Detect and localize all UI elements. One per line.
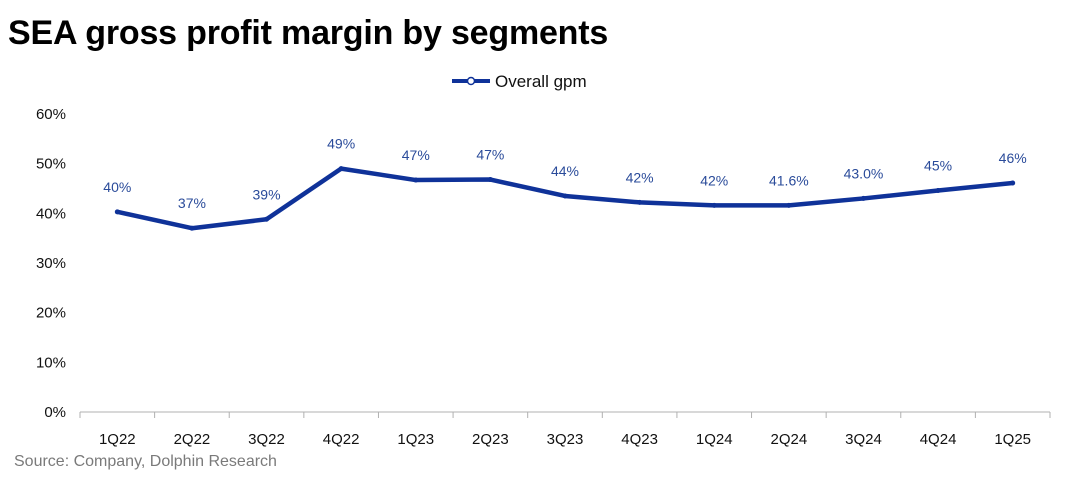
x-tick-label: 4Q22: [323, 431, 360, 448]
x-tick-label: 1Q23: [397, 431, 434, 448]
y-tick-label: 30%: [36, 255, 66, 272]
data-label: 40%: [103, 179, 131, 195]
data-labels: 40% 37% 39% 49% 47% 47% 44% 42% 42% 41.6% 43.0% 45%…: [103, 136, 1026, 212]
data-label: 47%: [402, 147, 430, 163]
data-label: 49%: [327, 136, 355, 152]
data-point: [562, 193, 568, 199]
data-point: [338, 166, 344, 172]
x-axis: 1Q22 2Q22 3Q22 4Q22 1Q23 2Q23 3Q23 4Q23 1Q24 2Q24…: [79, 411, 1051, 448]
data-label: 45%: [924, 157, 952, 173]
x-tick-label: 4Q24: [920, 431, 957, 448]
x-tick-label: 3Q24: [845, 431, 882, 448]
data-label: 39%: [253, 186, 281, 202]
x-tick-label: 1Q24: [696, 431, 733, 448]
data-point: [189, 225, 195, 231]
x-tick-label: 2Q23: [472, 431, 509, 448]
data-point: [1010, 180, 1016, 186]
y-tick-label: 20%: [36, 305, 66, 322]
x-tick-label: 3Q23: [547, 431, 584, 448]
data-label: 47%: [476, 147, 504, 163]
data-label: 42%: [700, 172, 728, 188]
data-point: [637, 199, 643, 205]
y-tick-label: 50%: [36, 156, 66, 173]
legend-marker: [466, 76, 476, 86]
chart-title: SEA gross profit margin by segments: [8, 14, 609, 52]
data-point: [935, 187, 941, 193]
x-tick-label: 2Q22: [174, 431, 211, 448]
data-label: 43.0%: [844, 165, 884, 181]
series-layer: [114, 166, 1016, 231]
x-tick-label: 1Q25: [994, 431, 1031, 448]
data-label: 42%: [626, 169, 654, 185]
data-label: 37%: [178, 195, 206, 211]
data-label: 46%: [999, 150, 1027, 166]
data-point: [413, 177, 419, 183]
x-tick-label: 1Q22: [99, 431, 136, 448]
legend-label: Overall gpm: [495, 72, 587, 91]
x-tick-label: 3Q22: [248, 431, 285, 448]
data-label: 44%: [551, 163, 579, 179]
y-tick-label: 40%: [36, 205, 66, 222]
x-tick-label: 2Q24: [770, 431, 807, 448]
x-tick-label: 4Q23: [621, 431, 658, 448]
legend: Overall gpm: [452, 72, 587, 91]
y-tick-label: 60%: [36, 106, 66, 123]
data-point: [786, 202, 792, 208]
source-note: Source: Company, Dolphin Research: [14, 453, 277, 470]
data-point: [264, 216, 270, 222]
data-point: [114, 209, 120, 215]
data-point: [711, 202, 717, 208]
data-point: [860, 195, 866, 201]
y-axis: 0% 10% 20% 30% 40% 50% 60%: [36, 106, 66, 421]
data-label: 41.6%: [769, 172, 809, 188]
y-tick-label: 10%: [36, 354, 66, 371]
data-point: [487, 177, 493, 183]
y-tick-label: 0%: [44, 404, 66, 421]
